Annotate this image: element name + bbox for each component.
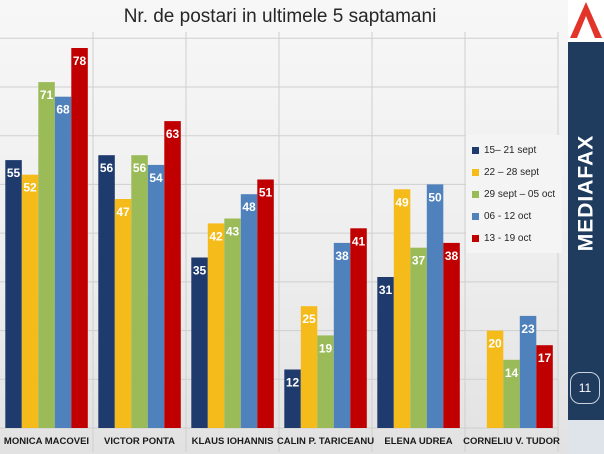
legend-swatch <box>472 234 479 242</box>
category-labels: MONICA MACOVEI VICTOR PONTA KLAUS IOHANNIS… <box>4 436 560 447</box>
bar-2-5 <box>164 121 181 428</box>
bar-4-3 <box>317 335 334 428</box>
bar-6-5 <box>536 345 553 428</box>
bar-1-1 <box>5 160 22 428</box>
legend-item: 29 sept – 05 oct <box>472 183 562 205</box>
bar-2-4 <box>147 164 165 428</box>
bar-3-2 <box>207 223 225 428</box>
legend-label: 15– 21 sept <box>484 144 537 156</box>
bar-1-5 <box>71 48 88 428</box>
legend-swatch <box>472 168 479 176</box>
legend-swatch <box>472 190 479 198</box>
legend-swatch <box>472 146 479 154</box>
data-label: 56 <box>100 161 114 175</box>
data-label: 43 <box>226 225 240 239</box>
bar-3-5 <box>257 179 274 428</box>
data-label: 41 <box>352 234 366 248</box>
bar-4-2 <box>300 306 318 428</box>
data-label: 55 <box>7 166 21 180</box>
data-label: 37 <box>412 254 426 268</box>
legend-item: 15– 21 sept <box>472 139 562 161</box>
legend-label: 06 - 12 oct <box>484 210 532 222</box>
logo-triangle-icon <box>570 2 602 38</box>
bar-4-5 <box>350 228 367 428</box>
legend-label: 29 sept – 05 oct <box>484 188 556 200</box>
bar-6-3 <box>503 359 520 428</box>
category-label: CORNELIU V. TUDOR <box>463 436 560 447</box>
category-label: CALIN P. TARICEANU <box>277 436 374 447</box>
bar-2-1 <box>98 155 115 428</box>
data-label: 20 <box>488 337 502 351</box>
data-label: 51 <box>259 186 273 200</box>
data-label: 63 <box>166 127 180 141</box>
bar-5-3 <box>410 247 427 428</box>
data-label: 17 <box>538 351 552 365</box>
data-label: 23 <box>521 322 535 336</box>
data-label: 48 <box>242 200 256 214</box>
data-label: 52 <box>23 181 37 195</box>
category-label: MONICA MACOVEI <box>4 436 89 447</box>
bar-3-3 <box>224 218 241 428</box>
data-label: 78 <box>73 54 87 68</box>
bar-3-4 <box>240 194 258 428</box>
data-label: 35 <box>193 264 207 278</box>
bar-1-4 <box>54 96 72 428</box>
legend-item: 13 - 19 oct <box>472 227 562 249</box>
brand-name-text: MEDIAFAX <box>574 134 598 252</box>
category-label: VICTOR PONTA <box>104 436 175 447</box>
data-label: 25 <box>302 312 316 326</box>
data-label: 31 <box>379 283 393 297</box>
data-label: 42 <box>209 229 223 243</box>
data-label: 54 <box>149 171 163 185</box>
legend-swatch <box>472 212 479 220</box>
chart-title: Nr. de postari in ultimele 5 saptamani <box>123 6 437 27</box>
data-label: 56 <box>133 161 147 175</box>
legend-label: 22 – 28 sept <box>484 166 540 178</box>
legend-item: 22 – 28 sept <box>472 161 562 183</box>
bar-4-4 <box>333 242 351 428</box>
chart-legend: 15– 21 sept 22 – 28 sept 29 sept – 05 oct 0… <box>466 135 562 253</box>
bar-5-5 <box>443 242 460 428</box>
data-label: 14 <box>505 366 519 380</box>
bar-5-1 <box>377 277 394 428</box>
page-number-badge: 11 <box>570 372 600 404</box>
data-label: 71 <box>40 88 54 102</box>
bar-5-4 <box>426 184 444 428</box>
bar-6-2 <box>486 330 504 428</box>
data-label: 50 <box>428 190 442 204</box>
bar-1-3 <box>38 82 55 428</box>
category-label: KLAUS IOHANNIS <box>192 436 274 447</box>
grid-lines <box>0 32 559 452</box>
bar-3-1 <box>191 257 208 428</box>
bar-4-1 <box>284 369 301 428</box>
brand-name: MEDIAFAX <box>568 108 604 278</box>
bar-6-4 <box>519 315 537 428</box>
data-label: 19 <box>319 341 333 355</box>
data-label: 49 <box>395 195 409 209</box>
data-label: 47 <box>116 205 130 219</box>
legend-item: 06 - 12 oct <box>472 205 562 227</box>
data-label: 38 <box>445 249 459 263</box>
bar-1-2 <box>21 174 39 428</box>
mediafax-logo <box>568 0 604 42</box>
bar-2-2 <box>114 199 132 428</box>
data-label: 68 <box>56 103 70 117</box>
bar-5-2 <box>393 189 411 428</box>
bar-2-3 <box>131 155 148 428</box>
data-label: 38 <box>335 249 349 263</box>
data-label: 12 <box>286 376 300 390</box>
category-label: ELENA UDREA <box>384 436 452 447</box>
legend-label: 13 - 19 oct <box>484 232 532 244</box>
brand-footer-strip <box>568 420 604 454</box>
